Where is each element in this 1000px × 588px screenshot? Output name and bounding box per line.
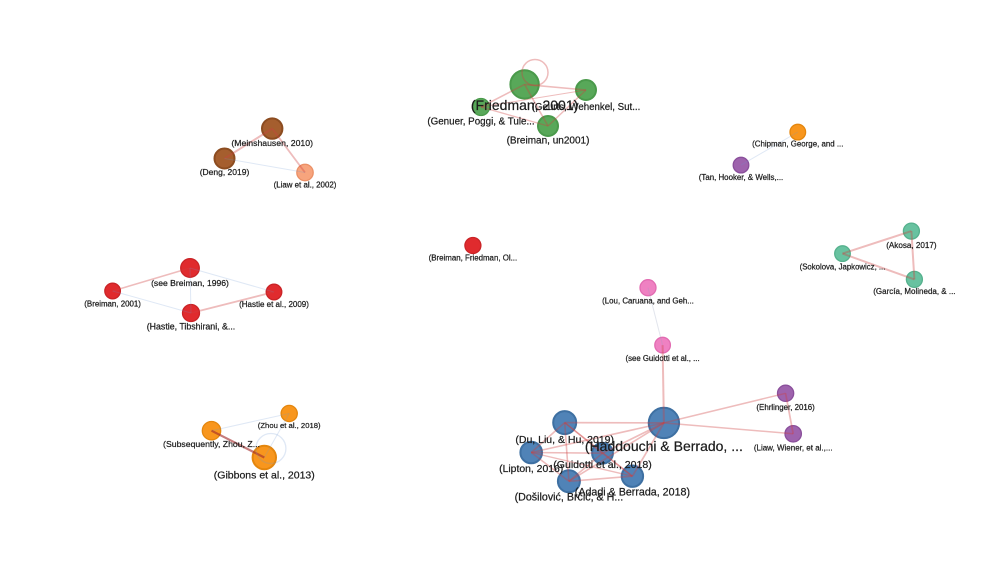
svg-text:(Meinshausen, 2010): (Meinshausen, 2010) <box>231 138 313 148</box>
svg-text:(Liaw, Wiener, et al.,...: (Liaw, Wiener, et al.,... <box>754 443 833 452</box>
svg-text:(Gibbons et al., 2013): (Gibbons et al., 2013) <box>214 470 315 482</box>
svg-text:(Adadi & Berrada, 2018): (Adadi & Berrada, 2018) <box>575 486 690 498</box>
svg-text:(Sokolova, Japkowicz, ...: (Sokolova, Japkowicz, ... <box>800 263 886 272</box>
svg-text:(see Guidotti et al., ...: (see Guidotti et al., ... <box>626 354 700 363</box>
svg-text:(García, Molineda, & ...: (García, Molineda, & ... <box>873 287 955 296</box>
svg-text:(Breiman, Friedman, Ol...: (Breiman, Friedman, Ol... <box>429 254 518 263</box>
svg-text:(Zhou et al., 2018): (Zhou et al., 2018) <box>258 421 321 430</box>
svg-text:(Tan, Hooker, & Wells,...: (Tan, Hooker, & Wells,... <box>699 173 784 182</box>
svg-text:(Du, Liu, & Hu, 2019): (Du, Liu, & Hu, 2019) <box>515 434 614 446</box>
svg-text:(Došilović, Brčić, & H...: (Došilović, Brčić, & H... <box>515 491 624 503</box>
svg-text:(Liaw et al., 2002): (Liaw et al., 2002) <box>274 181 337 190</box>
svg-text:(Haddouchi & Berrado, ...: (Haddouchi & Berrado, ... <box>585 438 743 454</box>
svg-text:(Lou, Caruana, and Geh...: (Lou, Caruana, and Geh... <box>602 297 694 306</box>
svg-text:(Hastie, Tibshirani, &...: (Hastie, Tibshirani, &... <box>147 321 236 331</box>
svg-text:(Genuer, Poggi, & Tule...: (Genuer, Poggi, & Tule... <box>427 116 534 127</box>
svg-text:(Breiman, un2001): (Breiman, un2001) <box>507 136 590 147</box>
svg-text:(Guidotti et al., 2018): (Guidotti et al., 2018) <box>553 459 652 471</box>
svg-text:(Hastie et al., 2009): (Hastie et al., 2009) <box>239 300 309 309</box>
svg-text:(Subsequently, Zhou, Z...: (Subsequently, Zhou, Z... <box>163 439 260 449</box>
svg-text:(Friedman, 2001): (Friedman, 2001) <box>471 97 578 113</box>
svg-text:(Ehrlinger, 2016): (Ehrlinger, 2016) <box>756 403 815 412</box>
svg-text:(Akosa, 2017): (Akosa, 2017) <box>886 241 937 250</box>
svg-text:(Chipman, George, and ...: (Chipman, George, and ... <box>752 140 843 149</box>
svg-text:(Geurts, Wehenkel, Sut...: (Geurts, Wehenkel, Sut... <box>532 102 641 113</box>
svg-text:(Deng, 2019): (Deng, 2019) <box>200 167 250 177</box>
svg-text:(see Breiman, 1996): (see Breiman, 1996) <box>151 278 229 288</box>
svg-text:(Breiman, 2001): (Breiman, 2001) <box>84 300 141 309</box>
svg-text:(Lipton, 2016): (Lipton, 2016) <box>499 464 563 475</box>
